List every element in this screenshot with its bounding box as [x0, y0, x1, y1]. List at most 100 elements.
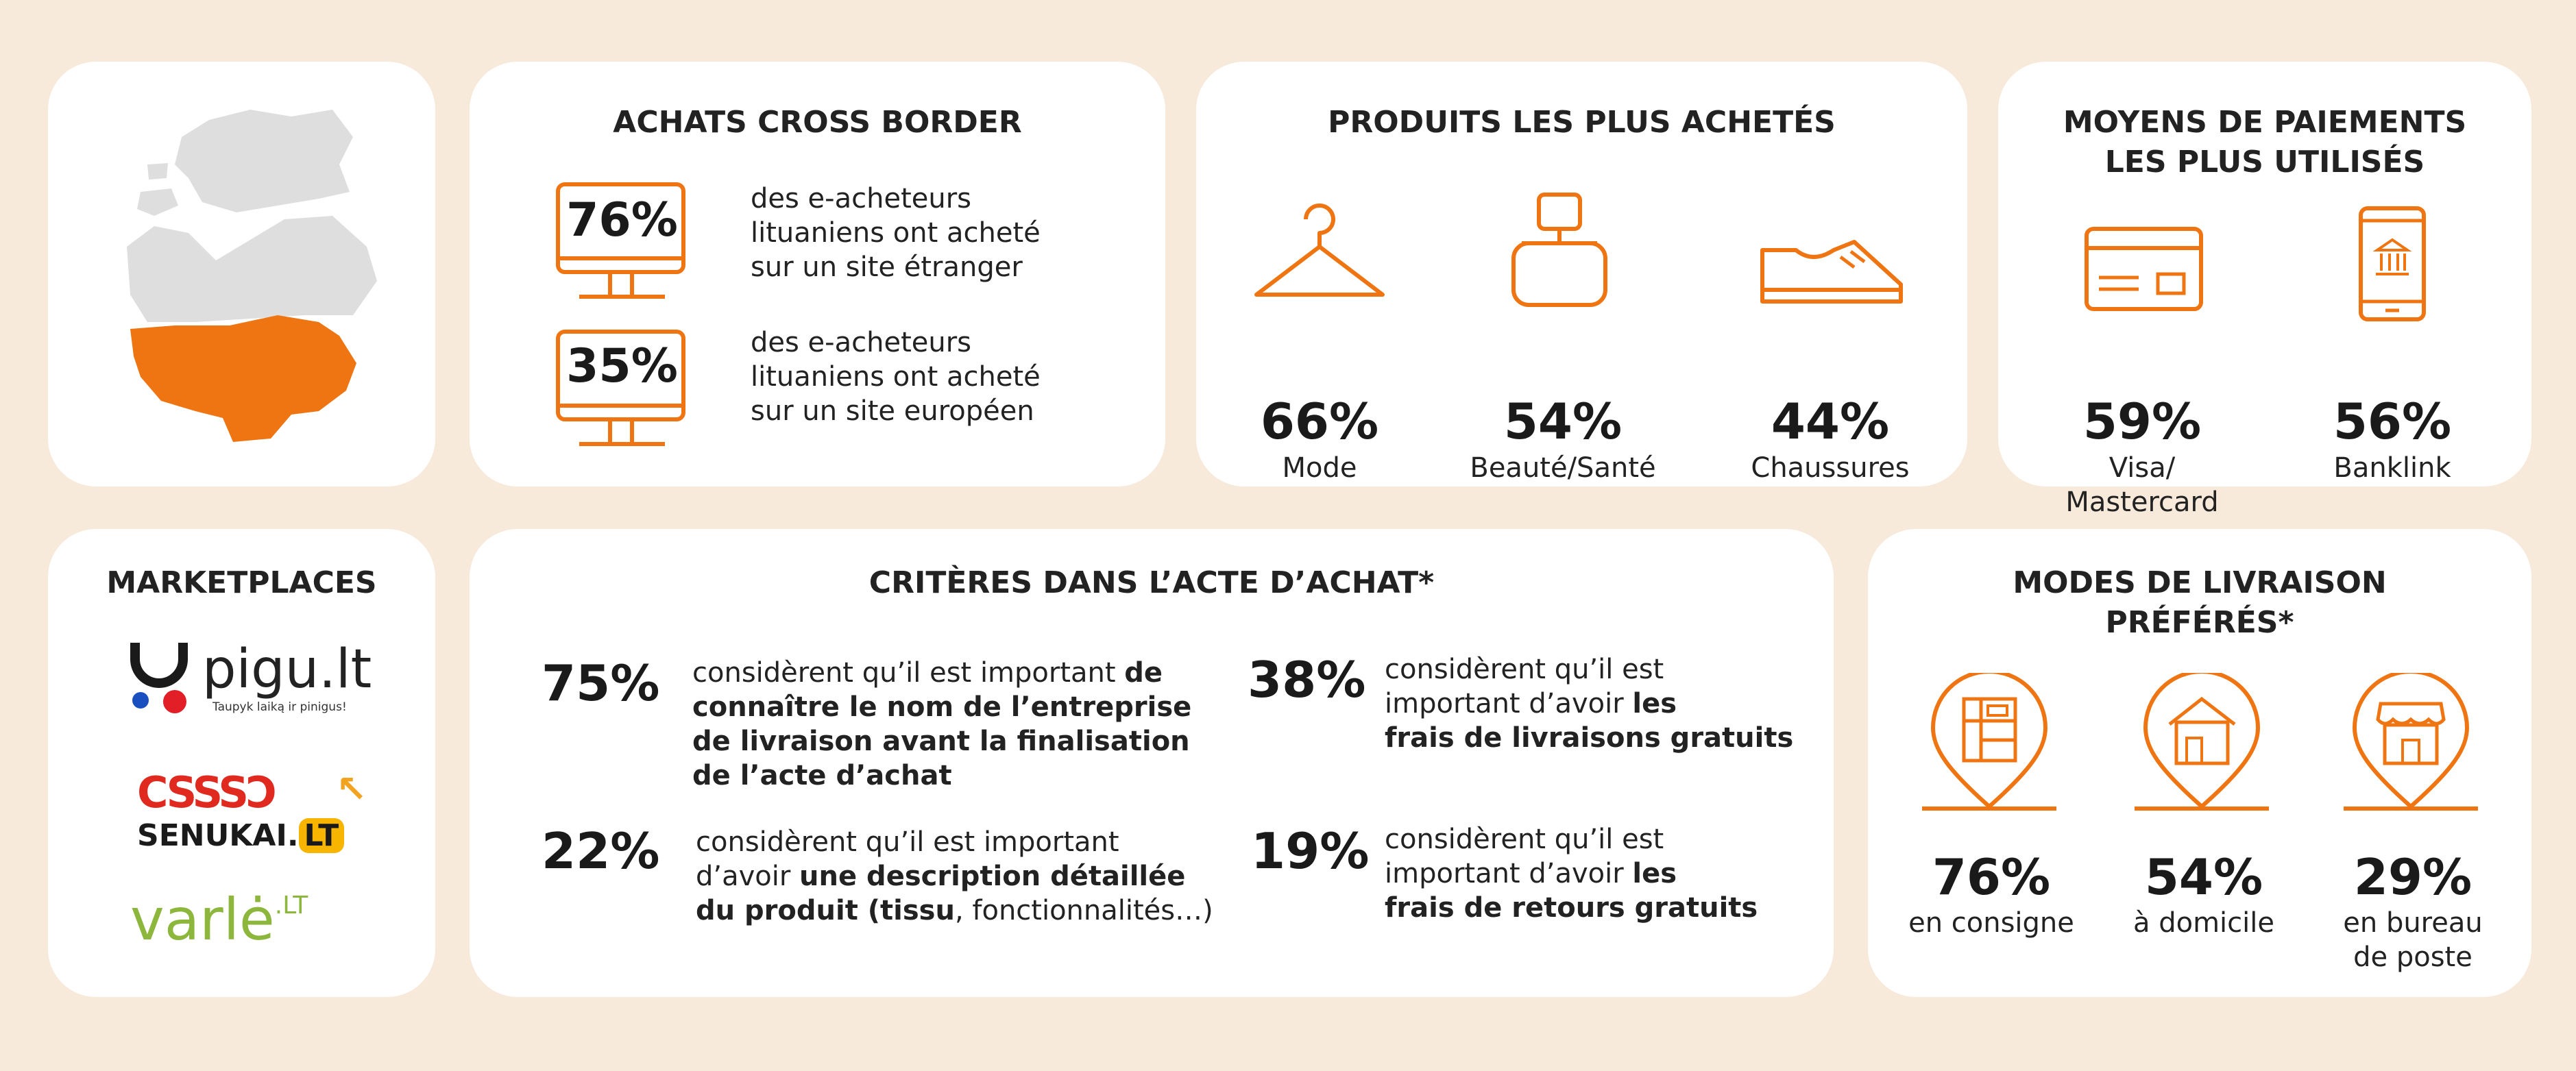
locker-pin-icon [1919, 673, 2060, 817]
text-line: lituaniens ont acheté [751, 217, 1041, 249]
label-line: Mastercard [2065, 487, 2219, 518]
payment-label: Visa/ Mastercard [2032, 451, 2252, 519]
senukai-logo: CSSSƆ ↖ SENUKAI. LT [137, 769, 384, 865]
mobile-bank-icon [2358, 206, 2427, 322]
payments-card: MOYENS DE PAIEMENTS LES PLUS UTILISÉS 59… [1998, 62, 2531, 518]
pigu-logo: pigu.lt Taupyk laiką ir pinigus! [127, 639, 415, 721]
text-plain: important d’avoir [1385, 688, 1633, 719]
cross-border-card: ACHATS CROSS BORDER 76% des e-acheteurs … [470, 62, 1165, 487]
sneaker-icon [1758, 236, 1906, 312]
cross-border-value: 35% [566, 339, 678, 393]
varle-logo: varlė.LT [130, 885, 391, 954]
criteria-text: considèrent qu’il est important d’avoir … [1385, 822, 1758, 925]
product-label: Mode [1282, 452, 1357, 484]
label-line: Banklink [2333, 452, 2451, 484]
cross-border-value: 76% [566, 193, 678, 247]
label-line: en bureau [2343, 907, 2483, 939]
delivery-title: MODES DE LIVRAISON PRÉFÉRÉS* [1868, 563, 2531, 643]
delivery-card: MODES DE LIVRAISON PRÉFÉRÉS* 76% en cons… [1868, 529, 2531, 997]
criteria-value: 22% [542, 822, 660, 880]
label-line: Visa/ [2109, 452, 2176, 484]
delivery-label: à domicile [2094, 906, 2313, 940]
criteria-text: considèrent qu’il est important de conna… [692, 656, 1191, 793]
text-line: considèrent qu’il est [1385, 824, 1664, 855]
text-line: connaître le nom de l’entreprise [692, 690, 1191, 724]
text-line: de livraison avant la finalisation [692, 724, 1191, 759]
products-title: PRODUITS LES PLUS ACHETÉS [1328, 105, 1836, 140]
text-bold: de l’acte d’achat [692, 760, 952, 791]
product-value: 44% [1771, 393, 1890, 450]
products-card: PRODUITS LES PLUS ACHETÉS 66% Mode 54% B… [1196, 62, 1967, 487]
text-line: frais de retours gratuits [1385, 891, 1758, 925]
varle-suffix: .LT [274, 891, 308, 920]
pigu-name: pigu.lt [202, 639, 372, 700]
text-plain: d’avoir [696, 861, 800, 892]
label-line: en consigne [1908, 907, 2074, 939]
delivery-value: 76% [1932, 848, 2051, 906]
home-pin-icon [2132, 673, 2272, 817]
perfume-bottle-icon [1508, 192, 1611, 308]
criteria-value: 75% [542, 654, 660, 712]
product-value: 66% [1260, 393, 1379, 450]
delivery-value: 29% [2353, 848, 2472, 906]
text-line: des e-acheteurs [751, 327, 971, 358]
title-line: PRÉFÉRÉS* [2105, 605, 2294, 640]
text-line: important d’avoir les [1385, 687, 1793, 721]
text-line: considèrent qu’il est important [696, 826, 1119, 858]
delivery-label: en bureau de poste [2303, 906, 2523, 974]
label-line: de poste [2353, 941, 2472, 973]
text-line: frais de livraisons gratuits [1385, 721, 1793, 755]
criteria-text: considèrent qu’il est important d’avoir … [696, 825, 1213, 928]
pigu-mark-icon [130, 643, 188, 713]
text-line: sur un site européen [751, 395, 1034, 427]
product-value: 54% [1503, 393, 1623, 450]
text-bold: frais de retours gratuits [1385, 892, 1758, 924]
text-line: des e-acheteurs [751, 183, 971, 214]
text-line: important d’avoir les [1385, 857, 1758, 891]
hanger-icon [1251, 192, 1388, 308]
delivery-label: en consigne [1882, 906, 2101, 940]
pigu-tagline: Taupyk laiką ir pinigus! [212, 700, 347, 714]
text-plain: important d’avoir [1385, 858, 1633, 889]
baltic-map-icon [113, 89, 422, 452]
varle-name: varlė [130, 886, 275, 953]
senukai-name: SENUKAI. LT [137, 817, 345, 855]
delivery-value: 54% [2144, 848, 2263, 906]
payment-label: Banklink [2283, 451, 2502, 485]
text-bold: une description détaillée [799, 861, 1186, 892]
text-bold: les [1632, 858, 1677, 889]
product-label: Beauté/Santé [1470, 452, 1656, 484]
text-line: considèrent qu’il est [1385, 654, 1664, 685]
criteria-text: considèrent qu’il est important d’avoir … [1385, 652, 1793, 755]
payment-value: 56% [2333, 393, 2452, 450]
text-line: de l’acte d’achat [692, 759, 1191, 793]
criteria-card: CRITÈRES DANS L’ACTE D’ACHAT* 75% consid… [470, 529, 1834, 997]
cross-border-text: des e-acheteurs lituaniens ont acheté su… [751, 325, 1041, 428]
text-bold: les [1632, 688, 1677, 719]
text-line: d’avoir une description détaillée [696, 859, 1213, 894]
text-bold: du produit (tissu [696, 895, 955, 926]
criteria-title: CRITÈRES DANS L’ACTE D’ACHAT* [868, 565, 1435, 600]
text-line: considèrent qu’il est important de [692, 656, 1191, 690]
monitor-icon [555, 182, 689, 305]
map-card [48, 62, 435, 487]
payments-title: MOYENS DE PAIEMENTS LES PLUS UTILISÉS [1998, 103, 2531, 182]
payment-value: 59% [2082, 393, 2202, 450]
arrow-icon: ↖ [336, 767, 367, 811]
text-line: du produit (tissu, fonctionnalités…) [696, 894, 1213, 928]
criteria-value: 19% [1251, 822, 1370, 880]
post-office-pin-icon [2341, 673, 2481, 817]
text-bold: de [1124, 657, 1163, 689]
text-line: lituaniens ont acheté [751, 361, 1041, 393]
text-bold: connaître le nom de l’entreprise [692, 691, 1192, 723]
marketplaces-title: MARKETPLACES [106, 565, 377, 600]
title-line: MODES DE LIVRAISON [2013, 565, 2387, 600]
senukai-text: SENUKAI. [137, 818, 299, 853]
marketplaces-card: MARKETPLACES pigu.lt Taupyk laiką ir pin… [48, 529, 435, 997]
monitor-icon [555, 329, 689, 452]
text-plain: considèrent qu’il est important [692, 657, 1125, 689]
text-plain: , fonctionnalités…) [954, 895, 1213, 926]
label-line: à domicile [2133, 907, 2274, 939]
title-line: MOYENS DE PAIEMENTS [2063, 105, 2467, 140]
text-bold: de livraison avant la finalisation [692, 726, 1190, 757]
